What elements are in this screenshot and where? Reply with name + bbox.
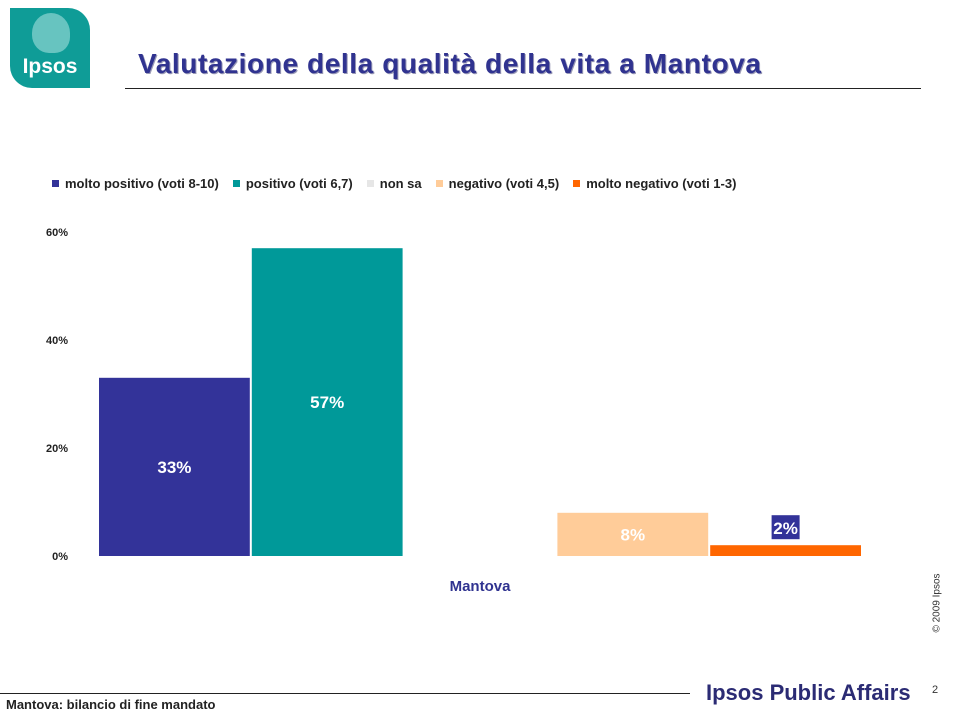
title-divider bbox=[125, 88, 921, 89]
logo-head-icon bbox=[32, 13, 70, 53]
legend-swatch bbox=[573, 180, 581, 187]
brand-name: Ipsos Public Affairs bbox=[706, 680, 911, 705]
y-tick-label: 20% bbox=[46, 443, 68, 455]
data-label: 33% bbox=[157, 458, 191, 477]
legend-swatch bbox=[52, 180, 59, 187]
legend-label: non sa bbox=[379, 176, 422, 191]
y-tick-label: 40% bbox=[46, 335, 68, 347]
x-category-label: Mantova bbox=[450, 578, 512, 595]
chart-legend: molto positivo (voti 8-10) positivo (voti… bbox=[52, 176, 736, 191]
legend-item: positivo (voti 6,7) bbox=[232, 176, 353, 191]
y-tick-label: 60% bbox=[46, 227, 68, 239]
data-label: 8% bbox=[621, 525, 646, 544]
legend-swatch bbox=[435, 180, 443, 187]
legend-label: positivo (voti 6,7) bbox=[245, 176, 353, 191]
legend-swatch bbox=[232, 180, 240, 187]
bar bbox=[710, 545, 861, 556]
page-number: 2 bbox=[932, 684, 939, 696]
logo-text: Ipsos bbox=[22, 55, 78, 78]
legend-label: molto negativo (voti 1-3) bbox=[586, 176, 737, 191]
ipsos-logo: Ipsos bbox=[10, 8, 90, 88]
copyright-text: © 2009 Ipsos bbox=[931, 573, 943, 633]
bar bbox=[251, 248, 403, 556]
legend-item: negativo (voti 4,5) bbox=[435, 176, 560, 191]
legend-swatch bbox=[366, 180, 374, 187]
bar bbox=[557, 512, 709, 556]
legend-label: molto positivo (voti 8-10) bbox=[65, 176, 219, 191]
bar bbox=[99, 377, 250, 556]
legend-label: negativo (voti 4,5) bbox=[448, 176, 560, 191]
data-label-box bbox=[771, 515, 800, 540]
legend-item: molto negativo (voti 1-3) bbox=[573, 176, 736, 191]
y-tick-label: 0% bbox=[52, 551, 68, 563]
footer-text: Mantova: bilancio di fine mandato bbox=[6, 697, 216, 712]
data-label: 2% bbox=[773, 519, 798, 538]
footer-divider bbox=[0, 693, 690, 694]
data-label: 57% bbox=[310, 393, 344, 412]
page-title: Valutazione della qualità della vita a M… bbox=[138, 48, 762, 79]
legend-item: non sa bbox=[366, 176, 422, 191]
legend-item: molto positivo (voti 8-10) bbox=[52, 176, 219, 191]
